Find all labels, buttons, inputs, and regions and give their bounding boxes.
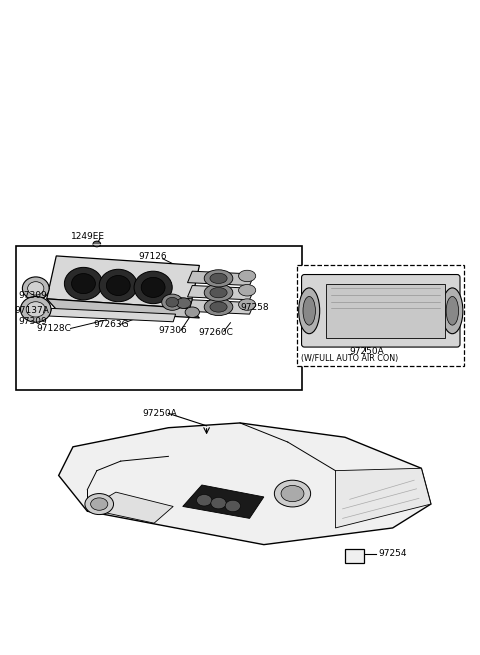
Polygon shape <box>47 256 199 309</box>
Text: 97309: 97309 <box>18 291 47 299</box>
Ellipse shape <box>210 273 227 284</box>
Text: 97250A: 97250A <box>350 347 384 356</box>
Ellipse shape <box>275 480 311 507</box>
Polygon shape <box>59 423 431 545</box>
Ellipse shape <box>197 495 212 506</box>
Ellipse shape <box>21 297 51 322</box>
Ellipse shape <box>442 288 463 333</box>
Text: 97126: 97126 <box>139 252 168 261</box>
Ellipse shape <box>303 297 315 325</box>
Ellipse shape <box>210 288 227 298</box>
Ellipse shape <box>204 284 233 301</box>
Ellipse shape <box>239 299 256 310</box>
Ellipse shape <box>239 284 256 296</box>
Polygon shape <box>188 286 254 300</box>
Polygon shape <box>164 297 192 309</box>
Polygon shape <box>47 299 199 318</box>
Text: 97250A: 97250A <box>142 409 177 418</box>
Polygon shape <box>183 485 264 518</box>
Polygon shape <box>188 271 254 286</box>
Text: 97128C: 97128C <box>36 324 71 333</box>
Ellipse shape <box>107 276 130 295</box>
Ellipse shape <box>204 270 233 287</box>
Text: 97254: 97254 <box>378 549 407 558</box>
Ellipse shape <box>162 294 183 310</box>
Text: 1249EE: 1249EE <box>71 233 105 241</box>
Ellipse shape <box>185 307 199 318</box>
Text: 97258: 97258 <box>240 303 269 312</box>
Polygon shape <box>87 492 173 523</box>
Bar <box>297 265 464 365</box>
Ellipse shape <box>204 299 233 316</box>
Ellipse shape <box>239 271 256 282</box>
Ellipse shape <box>141 277 165 297</box>
FancyBboxPatch shape <box>301 274 460 347</box>
Ellipse shape <box>299 288 320 333</box>
Ellipse shape <box>211 497 226 509</box>
Ellipse shape <box>91 498 108 510</box>
Ellipse shape <box>446 297 458 325</box>
Text: 97263G: 97263G <box>93 320 129 329</box>
Ellipse shape <box>23 277 49 300</box>
Ellipse shape <box>225 500 240 512</box>
Text: 97137A: 97137A <box>15 306 49 315</box>
Ellipse shape <box>210 302 227 312</box>
Ellipse shape <box>28 282 44 295</box>
Bar <box>345 550 364 563</box>
Ellipse shape <box>93 241 101 247</box>
Ellipse shape <box>177 298 191 309</box>
Text: (W/FULL AUTO AIR CON): (W/FULL AUTO AIR CON) <box>301 354 398 364</box>
Polygon shape <box>336 468 431 528</box>
Text: 97260C: 97260C <box>198 328 233 337</box>
Ellipse shape <box>64 267 103 300</box>
Bar <box>326 284 445 338</box>
Text: 97306: 97306 <box>159 326 188 335</box>
Text: 97309: 97309 <box>18 317 47 326</box>
Polygon shape <box>188 300 254 314</box>
Ellipse shape <box>26 302 45 317</box>
Ellipse shape <box>85 494 114 515</box>
Ellipse shape <box>72 274 96 293</box>
Ellipse shape <box>281 485 304 502</box>
Polygon shape <box>49 309 176 322</box>
Ellipse shape <box>99 269 137 302</box>
Ellipse shape <box>166 297 179 307</box>
Bar <box>16 246 302 390</box>
Ellipse shape <box>134 271 172 304</box>
